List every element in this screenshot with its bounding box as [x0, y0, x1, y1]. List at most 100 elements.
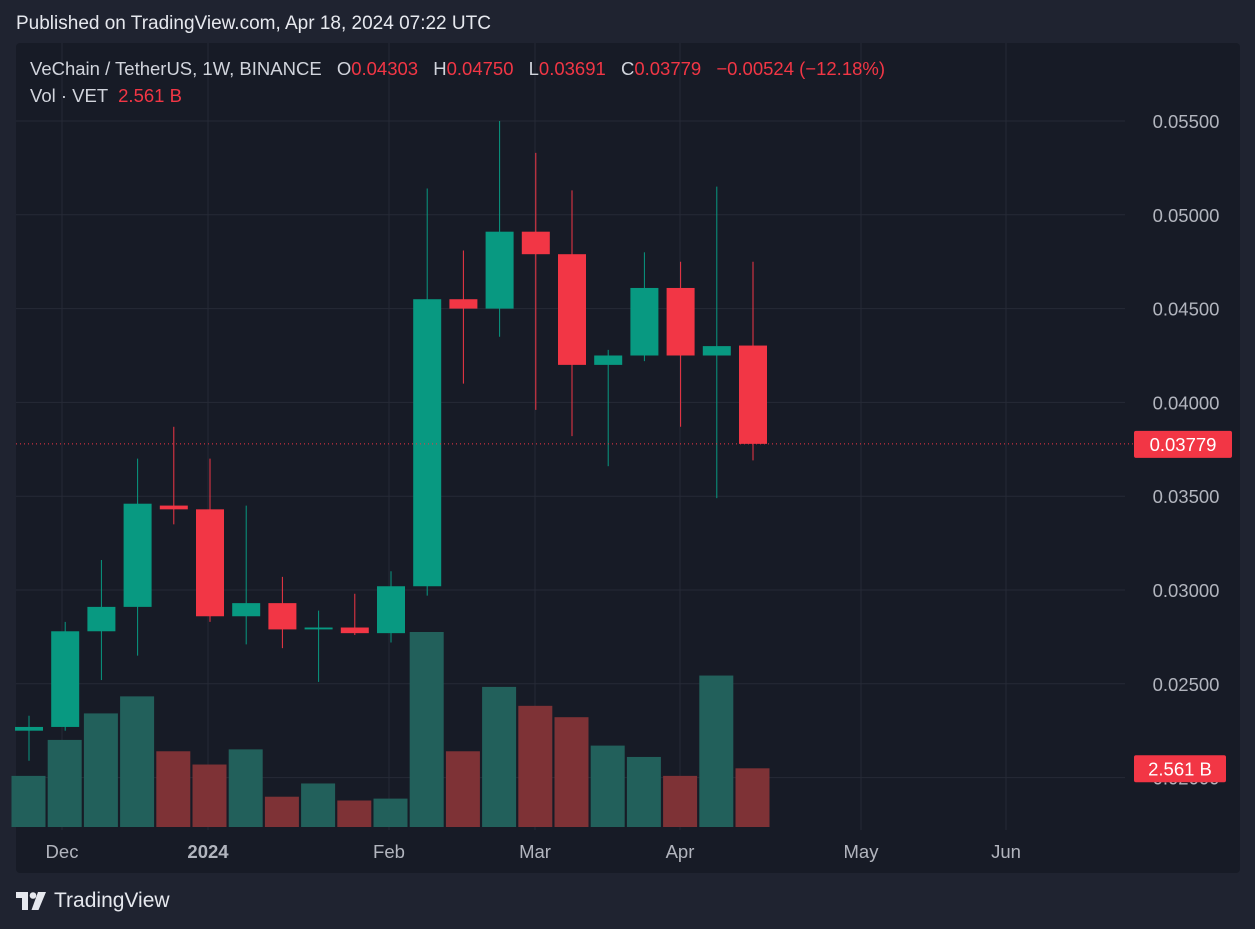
low-label: L — [528, 58, 539, 79]
candle-body — [87, 606, 116, 632]
x-tick-label: May — [844, 841, 880, 862]
candle-body — [630, 287, 659, 356]
y-tick-label: 0.02500 — [1153, 674, 1220, 695]
symbol-label[interactable]: VeChain / TetherUS, 1W, BINANCE — [30, 58, 322, 79]
volume-bar[interactable] — [735, 768, 770, 827]
volume-bar[interactable] — [373, 798, 408, 827]
volume-bar[interactable] — [228, 749, 263, 827]
candle[interactable] — [159, 426, 188, 525]
volume-bar[interactable] — [192, 764, 227, 827]
x-tick-label: Dec — [46, 841, 79, 862]
candle[interactable] — [15, 715, 43, 761]
candle-body — [485, 231, 514, 309]
candle-body — [449, 299, 478, 309]
volume-bar[interactable] — [663, 775, 698, 827]
close-label: C — [620, 58, 635, 79]
volume-bar[interactable] — [590, 745, 625, 827]
volume-bar[interactable] — [337, 800, 372, 827]
candle[interactable] — [377, 571, 405, 643]
volume-bar[interactable] — [11, 775, 46, 827]
footer: TradingView — [16, 889, 170, 913]
candle[interactable] — [630, 252, 659, 362]
candle-body — [739, 345, 767, 444]
candle-body — [268, 603, 297, 630]
open-label: O — [336, 58, 352, 79]
candle-body — [521, 231, 550, 255]
candle-body — [196, 509, 224, 617]
candle[interactable] — [702, 186, 731, 499]
volume-bar[interactable] — [482, 686, 517, 827]
x-tick-label: Feb — [373, 841, 405, 862]
low-value: 0.03691 — [538, 58, 606, 79]
volume-bar[interactable] — [83, 713, 118, 827]
candle-body — [340, 627, 369, 634]
chart-frame[interactable] — [16, 43, 1240, 873]
candle[interactable] — [413, 188, 442, 596]
candle[interactable] — [123, 458, 152, 656]
candle-body — [51, 631, 80, 727]
candle-body — [666, 287, 695, 356]
x-tick-label: Apr — [666, 841, 695, 862]
candle-body — [558, 254, 586, 365]
candle[interactable] — [739, 261, 767, 461]
published-caption: Published on TradingView.com, Apr 18, 20… — [16, 13, 491, 34]
candle[interactable] — [594, 349, 623, 467]
volume-legend: Vol · VET 2.561 B — [30, 85, 182, 107]
volume-bar[interactable] — [626, 756, 661, 827]
y-tick-label: 0.05000 — [1153, 205, 1220, 226]
volume-bar[interactable] — [518, 705, 553, 827]
y-tick-label: 0.03500 — [1153, 486, 1220, 507]
open-value: 0.04303 — [351, 58, 419, 79]
candle-body — [15, 726, 43, 731]
high-value: 0.04750 — [446, 58, 514, 79]
volume-label[interactable]: Vol · VET — [30, 85, 109, 106]
y-tick-label: 0.04000 — [1153, 392, 1220, 413]
candle-body — [123, 503, 152, 607]
candle[interactable] — [304, 610, 333, 682]
candle-body — [304, 627, 333, 630]
candle-body — [377, 586, 405, 634]
candle[interactable] — [196, 458, 224, 622]
volume-bar[interactable] — [264, 796, 299, 827]
candle-body — [232, 603, 261, 617]
volume-bar[interactable] — [156, 751, 191, 827]
x-tick-label: Mar — [519, 841, 551, 862]
candle-body — [159, 505, 188, 510]
volume-bar[interactable] — [47, 739, 82, 827]
volume-bar[interactable] — [301, 783, 336, 827]
candle[interactable] — [485, 121, 514, 337]
tradingview-logo-icon[interactable] — [16, 892, 46, 910]
candle[interactable] — [558, 190, 586, 437]
volume-bar[interactable] — [120, 696, 155, 827]
volume-bar[interactable] — [554, 717, 589, 827]
y-tick-label: 0.03000 — [1153, 580, 1220, 601]
candle[interactable] — [51, 621, 80, 731]
last-price-tag[interactable] — [1134, 430, 1232, 458]
candle[interactable] — [87, 559, 116, 681]
candle[interactable] — [232, 505, 261, 645]
change-value: −0.00524 (−12.18%) — [716, 58, 886, 79]
brand-name[interactable]: TradingView — [54, 889, 170, 912]
x-tick-label: 2024 — [187, 841, 229, 862]
y-tick-label: 0.04500 — [1153, 299, 1220, 320]
volume-bar[interactable] — [409, 632, 444, 827]
candle[interactable] — [449, 250, 478, 384]
x-tick-label: Jun — [991, 841, 1021, 862]
last-price-label: 0.03779 — [1150, 434, 1217, 455]
y-tick-label: 0.05500 — [1153, 111, 1220, 132]
last-volume-label: 2.561 B — [1148, 758, 1212, 779]
candle[interactable] — [666, 261, 695, 427]
volume-bar[interactable] — [445, 751, 480, 827]
candle[interactable] — [268, 576, 297, 649]
last-volume-tag[interactable] — [1134, 755, 1226, 783]
candle[interactable] — [340, 593, 369, 636]
candle[interactable] — [521, 152, 550, 410]
candle-body — [413, 299, 442, 587]
volume-bar[interactable] — [699, 675, 734, 827]
candle-body — [702, 346, 731, 356]
chart-legend: VeChain / TetherUS, 1W, BINANCE O0.04303… — [30, 58, 885, 80]
volume-value: 2.561 B — [118, 85, 182, 106]
high-label: H — [433, 58, 447, 79]
candle-body — [594, 355, 623, 365]
